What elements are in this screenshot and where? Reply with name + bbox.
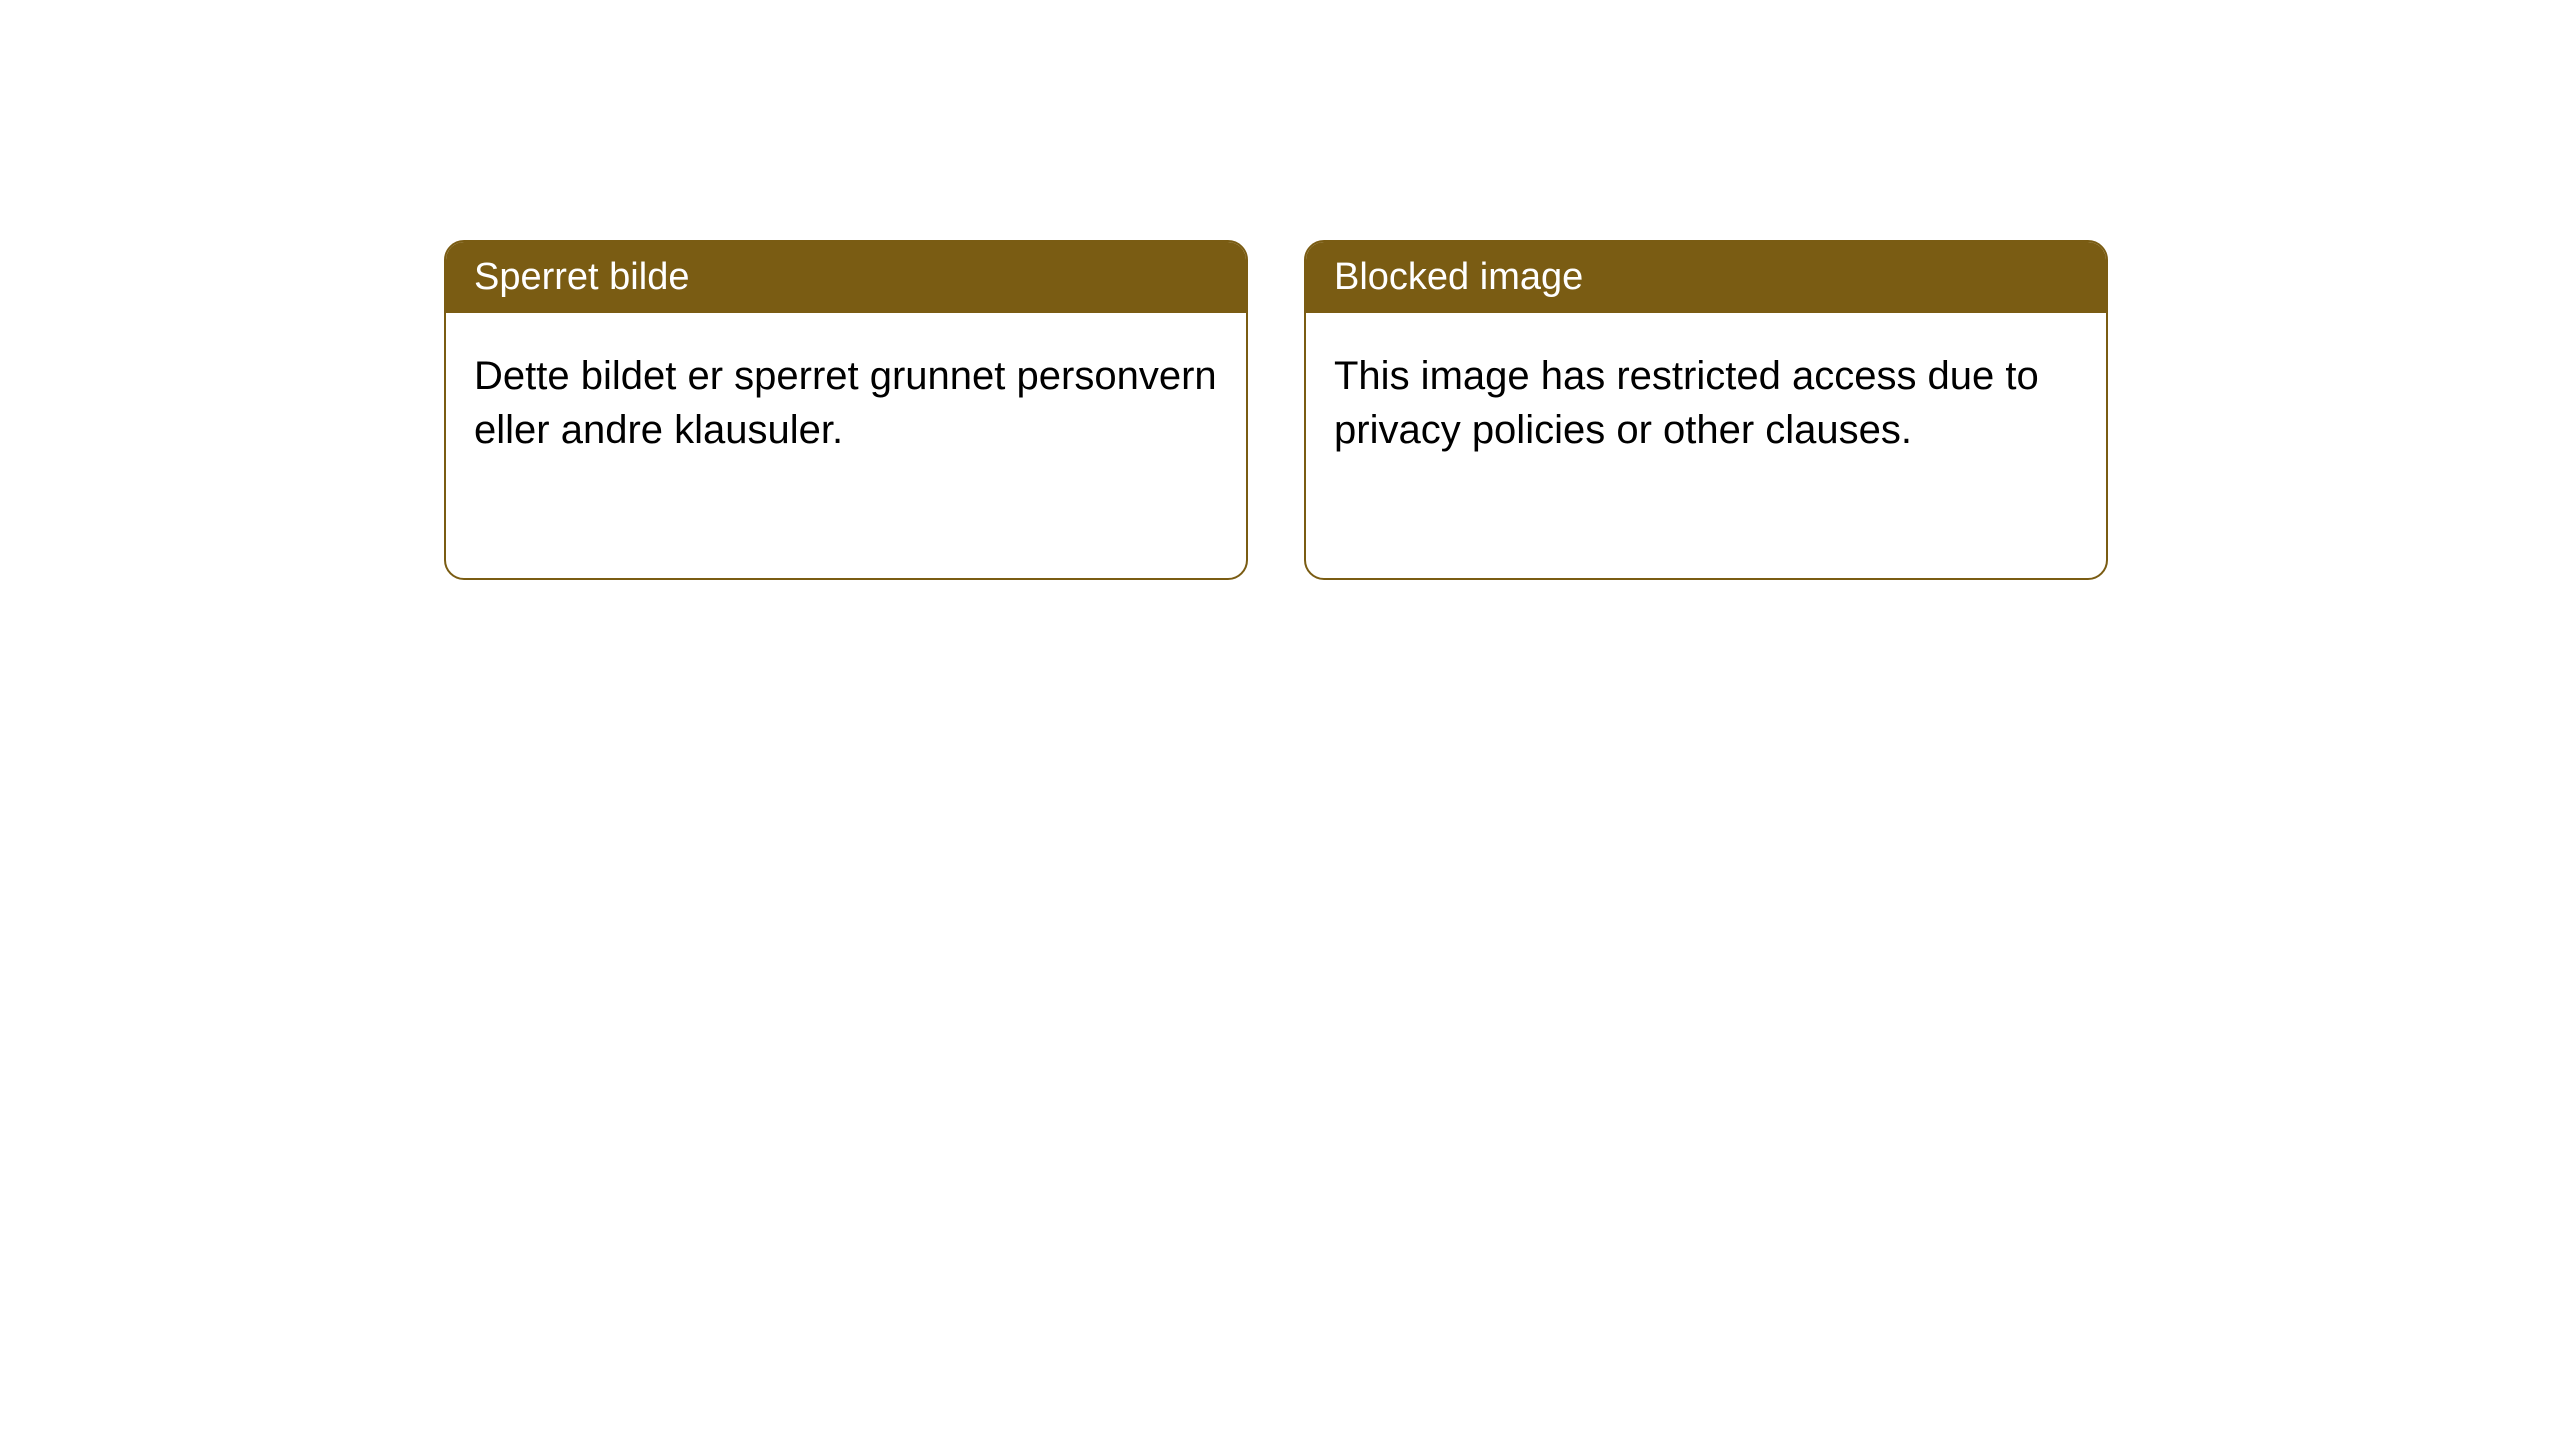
card-header: Sperret bilde bbox=[446, 242, 1246, 313]
card-body-text: This image has restricted access due to … bbox=[1334, 354, 2039, 452]
blocked-image-cards: Sperret bilde Dette bildet er sperret gr… bbox=[444, 240, 2108, 580]
card-body: This image has restricted access due to … bbox=[1306, 313, 2106, 493]
card-header: Blocked image bbox=[1306, 242, 2106, 313]
blocked-image-card-en: Blocked image This image has restricted … bbox=[1304, 240, 2108, 580]
card-body: Dette bildet er sperret grunnet personve… bbox=[446, 313, 1246, 493]
card-body-text: Dette bildet er sperret grunnet personve… bbox=[474, 354, 1217, 452]
blocked-image-card-no: Sperret bilde Dette bildet er sperret gr… bbox=[444, 240, 1248, 580]
card-title: Sperret bilde bbox=[474, 256, 689, 298]
card-title: Blocked image bbox=[1334, 256, 1583, 298]
